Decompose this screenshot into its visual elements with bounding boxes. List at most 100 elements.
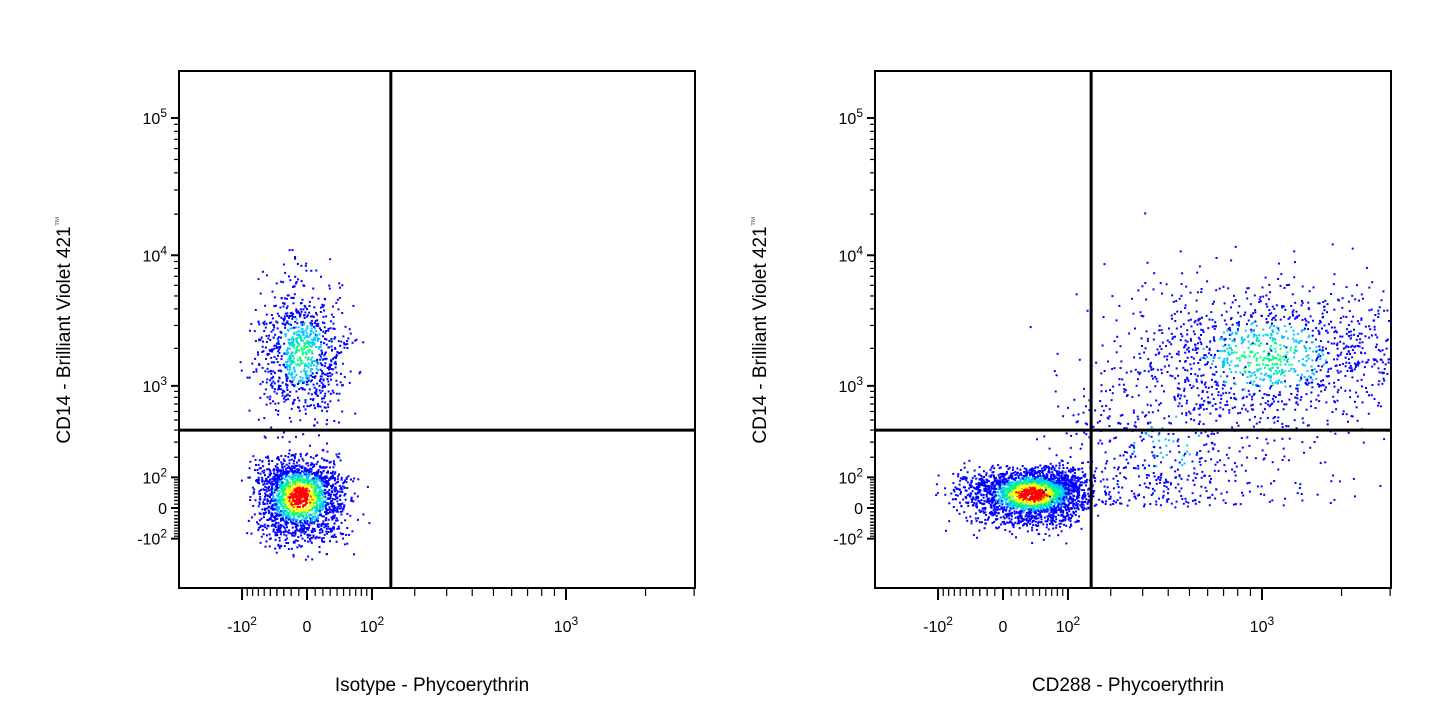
data-point <box>292 484 295 487</box>
data-point <box>313 327 316 330</box>
data-point <box>281 514 284 517</box>
data-point <box>270 488 273 491</box>
data-point <box>1010 513 1013 516</box>
data-point <box>302 284 305 287</box>
data-point <box>270 361 273 364</box>
data-point <box>300 488 303 491</box>
data-point <box>335 489 338 492</box>
data-point <box>965 479 968 482</box>
data-point <box>317 510 319 513</box>
data-point <box>292 480 294 483</box>
data-point <box>302 380 305 383</box>
data-point <box>1070 485 1073 488</box>
data-point <box>1053 503 1056 506</box>
data-point <box>291 534 294 537</box>
data-point <box>299 498 302 501</box>
data-point <box>259 541 262 544</box>
data-point <box>286 530 289 533</box>
data-point <box>1035 498 1038 501</box>
data-point <box>261 476 264 479</box>
data-point <box>984 514 987 516</box>
data-point <box>312 364 315 367</box>
data-point <box>266 534 268 537</box>
data-point <box>269 384 272 387</box>
data-point <box>301 522 304 525</box>
data-point <box>290 476 293 479</box>
data-point <box>288 449 291 452</box>
data-point <box>274 506 277 509</box>
data-point <box>1037 477 1040 480</box>
data-point <box>296 491 299 494</box>
data-point <box>1023 498 1026 501</box>
data-point <box>287 316 290 319</box>
data-point <box>298 506 301 508</box>
data-point <box>300 534 303 537</box>
data-point <box>285 468 288 471</box>
data-point <box>320 502 323 505</box>
data-point <box>308 481 311 484</box>
data-point <box>303 481 306 484</box>
data-point <box>278 484 281 487</box>
data-point <box>272 380 275 383</box>
data-point <box>318 389 321 392</box>
data-point <box>291 402 294 405</box>
data-point <box>319 465 322 468</box>
data-point <box>330 475 333 478</box>
data-point <box>1025 512 1028 514</box>
data-point <box>983 508 986 511</box>
data-point <box>996 502 999 505</box>
data-point <box>326 490 329 493</box>
data-point <box>305 490 308 492</box>
data-point <box>1028 503 1031 506</box>
data-point <box>300 379 303 382</box>
data-point <box>337 308 340 311</box>
x-tick-labels: -102 0 102 103 <box>227 614 578 636</box>
data-point <box>298 472 301 474</box>
data-point <box>287 516 290 519</box>
data-point <box>310 470 313 473</box>
data-point <box>282 389 284 392</box>
data-point <box>982 484 985 487</box>
data-point <box>287 486 290 489</box>
data-point <box>999 487 1002 490</box>
data-point <box>307 341 310 344</box>
data-point <box>268 463 270 466</box>
data-point <box>240 369 243 372</box>
data-point <box>262 503 265 506</box>
data-point <box>290 314 293 317</box>
data-point <box>262 533 265 536</box>
data-point <box>286 473 288 476</box>
data-point <box>326 378 329 381</box>
data-point <box>283 498 286 501</box>
data-point <box>278 507 281 510</box>
data-point <box>991 487 994 490</box>
data-point <box>274 524 276 527</box>
data-point <box>1024 515 1027 518</box>
data-point <box>264 304 267 307</box>
data-point <box>286 393 289 396</box>
data-point <box>336 455 339 458</box>
data-point <box>294 383 297 386</box>
data-point <box>298 380 301 383</box>
data-point <box>297 333 300 336</box>
data-point <box>1030 490 1033 493</box>
data-point <box>330 313 333 316</box>
data-point <box>351 530 354 533</box>
data-point <box>277 457 280 460</box>
data-point <box>1071 514 1074 517</box>
data-point <box>287 513 290 516</box>
data-point <box>1006 493 1009 496</box>
data-point <box>1062 511 1065 514</box>
data-point <box>325 466 328 469</box>
data-point <box>341 502 344 505</box>
data-point <box>317 369 319 372</box>
data-point <box>1061 504 1064 507</box>
data-point <box>271 290 274 293</box>
data-point <box>291 249 294 252</box>
data-point <box>1047 528 1050 531</box>
data-point <box>249 329 251 332</box>
data-point <box>323 483 325 486</box>
data-point <box>300 466 303 469</box>
data-point <box>320 466 322 469</box>
data-point <box>304 503 307 506</box>
